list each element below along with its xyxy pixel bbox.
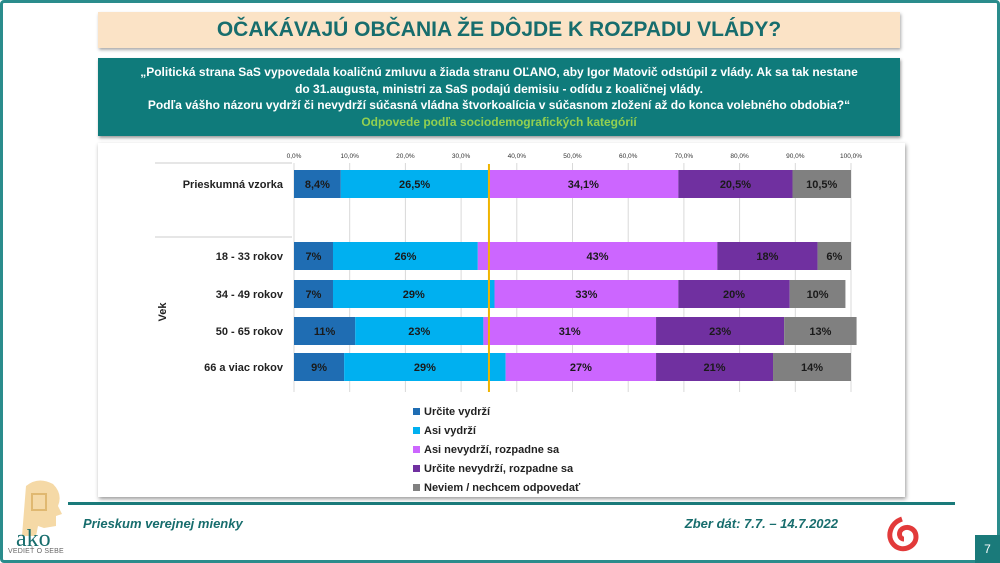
x-tick-label: 40,0% — [508, 153, 527, 160]
ako-logo: ako — [16, 480, 62, 548]
legend-swatch — [413, 465, 420, 472]
data-label: 26% — [394, 251, 416, 263]
legend-label: Určite vydrží — [424, 405, 491, 418]
slide-title: OČAKÁVAJÚ OBČANIA ŽE DÔJDE K ROZPADU VLÁ… — [98, 12, 900, 48]
data-label: 7% — [306, 289, 322, 301]
data-label: 10,5% — [806, 179, 837, 191]
bar-segment — [789, 280, 846, 308]
bar-segment — [355, 317, 484, 345]
data-label: 31% — [559, 326, 581, 338]
bar-segment — [817, 242, 851, 270]
data-label: 8,4% — [305, 179, 330, 191]
row-label: 34 - 49 rokov — [216, 289, 284, 301]
legend: Určite vydrží Asi vydrží Asi nevydrží, roz… — [413, 402, 580, 497]
data-label: 20,5% — [720, 179, 751, 191]
x-tick-label: 30,0% — [452, 153, 471, 160]
question-line: do 31.augusta, ministri za SaS podajú de… — [295, 81, 703, 96]
bar-segment — [294, 280, 333, 308]
question-line: „Politická strana SaS vypovedala koaličn… — [140, 65, 858, 79]
footer-divider — [68, 502, 955, 505]
data-label: 23% — [408, 326, 430, 338]
bar-segment — [656, 353, 774, 381]
bar-segment — [483, 317, 657, 345]
legend-item: Neviem / nechcem odpovedať — [413, 478, 580, 497]
row-label: Prieskumná vzorka — [183, 179, 284, 191]
data-label: 27% — [570, 362, 592, 374]
data-label: 29% — [414, 362, 436, 374]
legend-item: Asi nevydrží, rozpadne sa — [413, 440, 580, 459]
data-label: 23% — [709, 326, 731, 338]
x-tick-label: 90,0% — [786, 153, 805, 160]
data-label: 18% — [756, 251, 778, 263]
bar-segment — [773, 353, 851, 381]
bar-segment — [505, 353, 657, 381]
x-tick-label: 50,0% — [563, 153, 582, 160]
bar-segment — [344, 353, 506, 381]
data-label: 11% — [314, 326, 336, 338]
data-label: 33% — [575, 289, 597, 301]
x-tick-label: 10,0% — [340, 153, 359, 160]
bar-segment — [332, 242, 478, 270]
data-label: 10% — [807, 289, 829, 301]
data-label: 9% — [311, 362, 327, 374]
legend-label: Určite nevydrží, rozpadne sa — [424, 462, 574, 475]
bar-segment — [717, 242, 818, 270]
data-label: 34,1% — [568, 179, 599, 191]
bar-segment — [656, 317, 785, 345]
legend-item: Asi vydrží — [413, 421, 580, 440]
bar-segment — [294, 242, 333, 270]
data-label: 6% — [826, 251, 842, 263]
page-number: 7 — [975, 535, 1000, 563]
question-subtitle: Odpovede podľa sociodemografických kateg… — [361, 114, 637, 129]
logo-text: ako — [16, 526, 51, 548]
legend-item: Určite vydrží — [413, 402, 580, 421]
x-tick-label: 0,0% — [287, 153, 302, 160]
footer-survey-name: Prieskum verejnej mienky — [83, 516, 243, 531]
question-box: „Politická strana SaS vypovedala koaličn… — [98, 58, 900, 136]
data-label: 26,5% — [399, 179, 430, 191]
data-label: 43% — [587, 251, 609, 263]
bar-segment — [340, 170, 489, 198]
data-label: 21% — [704, 362, 726, 374]
legend-label: Asi vydrží — [424, 424, 476, 437]
legend-swatch — [413, 408, 420, 415]
legend-item: Určite nevydrží, rozpadne sa — [413, 459, 580, 478]
bar-segment — [678, 280, 790, 308]
x-tick-label: 60,0% — [619, 153, 638, 160]
row-label: 66 a viac rokov — [204, 362, 284, 374]
x-tick-label: 20,0% — [396, 153, 415, 160]
data-label: 29% — [403, 289, 425, 301]
x-tick-label: 80,0% — [730, 153, 749, 160]
bar-segment — [494, 280, 679, 308]
bar-segment — [294, 317, 356, 345]
bar-segment — [784, 317, 857, 345]
legend-label: Neviem / nechcem odpovedať — [424, 481, 581, 494]
data-label: 20% — [723, 289, 745, 301]
logo-tagline: VEDIEŤ O SEBE — [8, 548, 64, 555]
bar-segment — [294, 170, 341, 198]
x-tick-label: 70,0% — [675, 153, 694, 160]
swirl-logo-icon — [887, 516, 919, 552]
legend-swatch — [413, 446, 420, 453]
bar-segment — [792, 170, 851, 198]
footer-collection-date: Zber dát: 7.7. – 14.7.2022 — [684, 516, 838, 531]
legend-swatch — [413, 484, 420, 491]
question-line: Podľa vášho názoru vydrží či nevydrží sú… — [147, 98, 851, 112]
row-label: 18 - 33 rokov — [216, 251, 284, 263]
data-label: 14% — [801, 362, 823, 374]
data-label: 13% — [809, 326, 831, 338]
bar-segment — [477, 242, 718, 270]
x-tick-label: 100,0% — [840, 153, 862, 160]
bar-segment — [488, 170, 679, 198]
bar-segment — [294, 353, 345, 381]
bar-segment — [678, 170, 793, 198]
row-label: 50 - 65 rokov — [216, 326, 284, 338]
bar-segment — [332, 280, 495, 308]
legend-label: Asi nevydrží, rozpadne sa — [424, 443, 560, 456]
data-label: 7% — [306, 251, 322, 263]
legend-swatch — [413, 427, 420, 434]
group-label: Vek — [157, 302, 169, 322]
